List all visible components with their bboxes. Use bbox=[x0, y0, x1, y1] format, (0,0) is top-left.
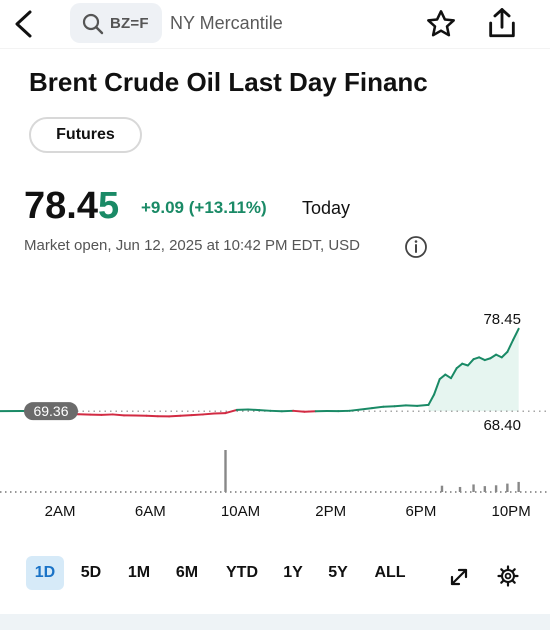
price-line-segment bbox=[168, 414, 182, 418]
price-line-segment bbox=[466, 358, 475, 367]
price-line-segment bbox=[444, 373, 452, 380]
price-line-segment bbox=[371, 405, 385, 410]
price-line-segment bbox=[438, 373, 447, 381]
market-info-button[interactable] bbox=[404, 235, 428, 264]
x-tick-label: 2PM bbox=[315, 503, 346, 520]
price-line bbox=[0, 327, 520, 418]
expand-icon bbox=[450, 568, 468, 586]
fullscreen-button[interactable] bbox=[447, 565, 471, 594]
volume-bars bbox=[224, 450, 520, 492]
volume-bar bbox=[506, 483, 509, 492]
price-line-segment bbox=[455, 362, 464, 370]
volume-bar bbox=[458, 486, 462, 492]
price-line-segment bbox=[111, 413, 126, 417]
price-line-segment bbox=[500, 350, 509, 359]
x-axis-labels: 2AM 6AM 10AM 2PM 6PM 10PM bbox=[45, 503, 531, 520]
price-change: +9.09 (+13.11%) bbox=[141, 198, 267, 217]
chart-settings-button[interactable] bbox=[496, 564, 520, 593]
volume-bar bbox=[440, 485, 444, 492]
instrument-title: Brent Crude Oil Last Day Financ bbox=[29, 67, 428, 97]
search-icon bbox=[82, 13, 104, 35]
x-tick-label: 10AM bbox=[221, 503, 260, 520]
market-status: Market open, Jun 12, 2025 at 10:42 PM ED… bbox=[24, 237, 361, 254]
bottom-strip bbox=[0, 614, 550, 630]
back-arrow-icon bbox=[15, 10, 32, 38]
price-line-segment bbox=[359, 407, 374, 411]
price-line-segment bbox=[179, 414, 193, 417]
search-chip[interactable]: BZ=F bbox=[70, 3, 162, 43]
price-line-segment bbox=[512, 327, 520, 342]
range-1m[interactable]: 1M bbox=[127, 564, 151, 581]
header-divider bbox=[0, 48, 550, 49]
share-button[interactable] bbox=[485, 6, 519, 45]
current-price: 78.45 bbox=[24, 185, 119, 228]
previous-close-label: 69.36 bbox=[33, 403, 68, 419]
price-line-segment bbox=[201, 412, 216, 416]
price-line-segment bbox=[495, 353, 503, 359]
price-line-segment bbox=[247, 408, 261, 412]
price-line-segment bbox=[292, 409, 306, 413]
info-icon bbox=[405, 236, 427, 258]
share-icon bbox=[489, 8, 515, 38]
price-line-segment bbox=[433, 378, 441, 396]
price-line-segment bbox=[348, 408, 362, 412]
price-line-segment bbox=[478, 356, 486, 362]
range-6m[interactable]: 6M bbox=[175, 564, 199, 581]
range-5y[interactable]: 5Y bbox=[328, 564, 348, 581]
range-selector: 1D 5D 1M 6M YTD 1Y 5Y ALL bbox=[0, 556, 550, 596]
price-line-segment bbox=[427, 393, 436, 406]
x-tick-label: 2AM bbox=[45, 503, 76, 520]
volume-bar bbox=[483, 486, 487, 492]
x-tick-label: 10PM bbox=[492, 503, 531, 520]
low-price-label: 68.40 bbox=[483, 417, 521, 434]
price-line-segment bbox=[489, 353, 498, 360]
top-bar: BZ=F NY Mercantile bbox=[0, 0, 550, 48]
last-price-label: 78.45 bbox=[483, 311, 521, 328]
exchange-name: NY Mercantile bbox=[170, 13, 283, 33]
price-line-segment bbox=[224, 408, 238, 415]
volume-bar bbox=[494, 485, 498, 492]
star-icon bbox=[427, 10, 455, 37]
volume-bar bbox=[517, 481, 520, 492]
range-1d[interactable]: 1D bbox=[26, 556, 64, 590]
price-line-segment bbox=[506, 339, 515, 353]
price-line-segment bbox=[450, 367, 458, 380]
instrument-type-tag[interactable]: Futures bbox=[29, 117, 142, 153]
price-area-fill bbox=[428, 328, 519, 412]
previous-close-badge bbox=[24, 402, 78, 421]
range-1y[interactable]: 1Y bbox=[283, 564, 303, 581]
ticker-symbol: BZ=F bbox=[110, 15, 149, 32]
price-line-segment bbox=[393, 404, 407, 408]
back-button[interactable] bbox=[8, 6, 42, 42]
price-last-digit: 5 bbox=[97, 185, 120, 227]
settings-icon bbox=[497, 565, 519, 587]
x-tick-label: 6AM bbox=[135, 503, 166, 520]
range-all[interactable]: ALL bbox=[374, 564, 406, 581]
volume-bar bbox=[224, 450, 227, 492]
change-period: Today bbox=[302, 198, 351, 218]
watchlist-star-button[interactable] bbox=[425, 8, 457, 45]
price-line-segment bbox=[258, 409, 272, 412]
price-main: 78.4 bbox=[24, 185, 98, 227]
range-ytd[interactable]: YTD bbox=[226, 564, 258, 581]
price-line-segment bbox=[416, 403, 430, 407]
price-line-segment bbox=[190, 413, 204, 417]
price-chart[interactable]: 69.36 78.45 68.40 2AM 6AM 10AM 2PM 6PM 10PM bbox=[0, 300, 550, 530]
range-5d[interactable]: 5D bbox=[80, 564, 102, 581]
volume-bar bbox=[472, 484, 475, 492]
x-tick-label: 6PM bbox=[405, 503, 436, 520]
